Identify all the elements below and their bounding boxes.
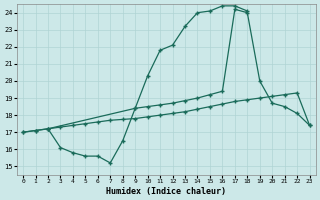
X-axis label: Humidex (Indice chaleur): Humidex (Indice chaleur) xyxy=(106,187,226,196)
